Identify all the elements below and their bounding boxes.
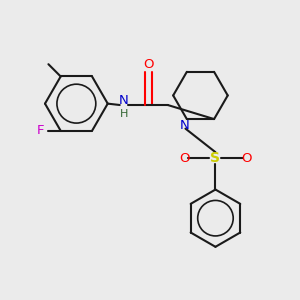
- Text: N: N: [180, 118, 190, 132]
- Text: H: H: [120, 109, 128, 119]
- Text: O: O: [242, 152, 252, 165]
- Text: S: S: [211, 151, 220, 165]
- Text: N: N: [119, 94, 129, 106]
- Text: F: F: [37, 124, 44, 137]
- Text: O: O: [179, 152, 189, 165]
- Text: O: O: [143, 58, 154, 70]
